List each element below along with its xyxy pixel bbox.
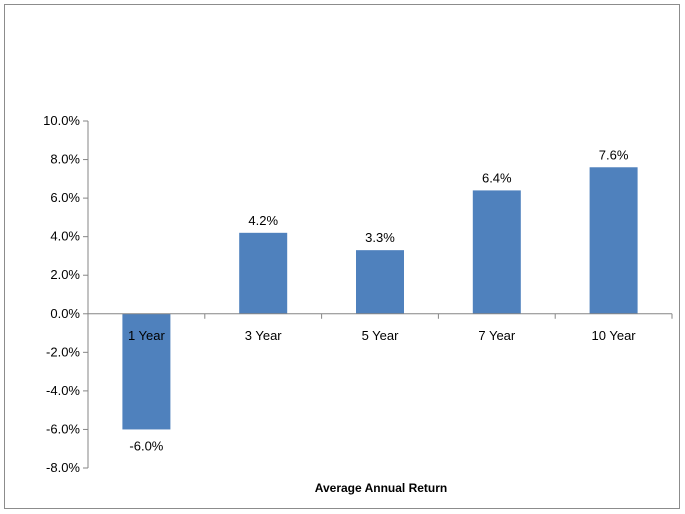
y-tick-label: 2.0%: [50, 267, 80, 282]
x-tick-label: 5 Year: [362, 328, 400, 343]
chart-area: [4, 4, 680, 509]
x-tick-label: 7 Year: [478, 328, 516, 343]
y-tick-label: 0.0%: [50, 306, 80, 321]
bar: [472, 190, 521, 314]
y-tick-label: -2.0%: [46, 344, 80, 359]
y-tick-label: -8.0%: [46, 460, 80, 475]
y-axis: 10.0% 8.0% 6.0% 4.0% 2.0% 0.0% -2.0% -4.0% -6.0%…: [43, 113, 89, 475]
data-label: 7.6%: [599, 147, 629, 162]
y-tick-label: 6.0%: [50, 190, 80, 205]
data-label: -6.0%: [129, 438, 163, 453]
x-tick-label: 1 Year: [128, 328, 166, 343]
bar: [122, 313, 171, 430]
bar: [239, 232, 288, 314]
x-axis-title: Average Annual Return: [315, 481, 447, 495]
bars: [122, 167, 638, 430]
y-tick-label: -6.0%: [46, 421, 80, 436]
x-tick-label: 10 Year: [592, 328, 637, 343]
y-tick-label: 10.0%: [43, 113, 80, 128]
y-tick-label: 4.0%: [50, 229, 80, 244]
data-labels: -6.0% 4.2% 3.3% 6.4% 7.6%: [129, 147, 628, 453]
x-axis: 1 Year 3 Year 5 Year 7 Year 10 Year: [87, 313, 673, 343]
data-label: 4.2%: [248, 213, 278, 228]
y-tick-label: 8.0%: [50, 152, 80, 167]
bar: [589, 167, 638, 314]
bar: [356, 250, 404, 314]
data-label: 6.4%: [482, 170, 512, 185]
y-tick-label: -4.0%: [46, 383, 80, 398]
x-tick-label: 3 Year: [245, 328, 283, 343]
data-label: 3.3%: [365, 230, 395, 245]
